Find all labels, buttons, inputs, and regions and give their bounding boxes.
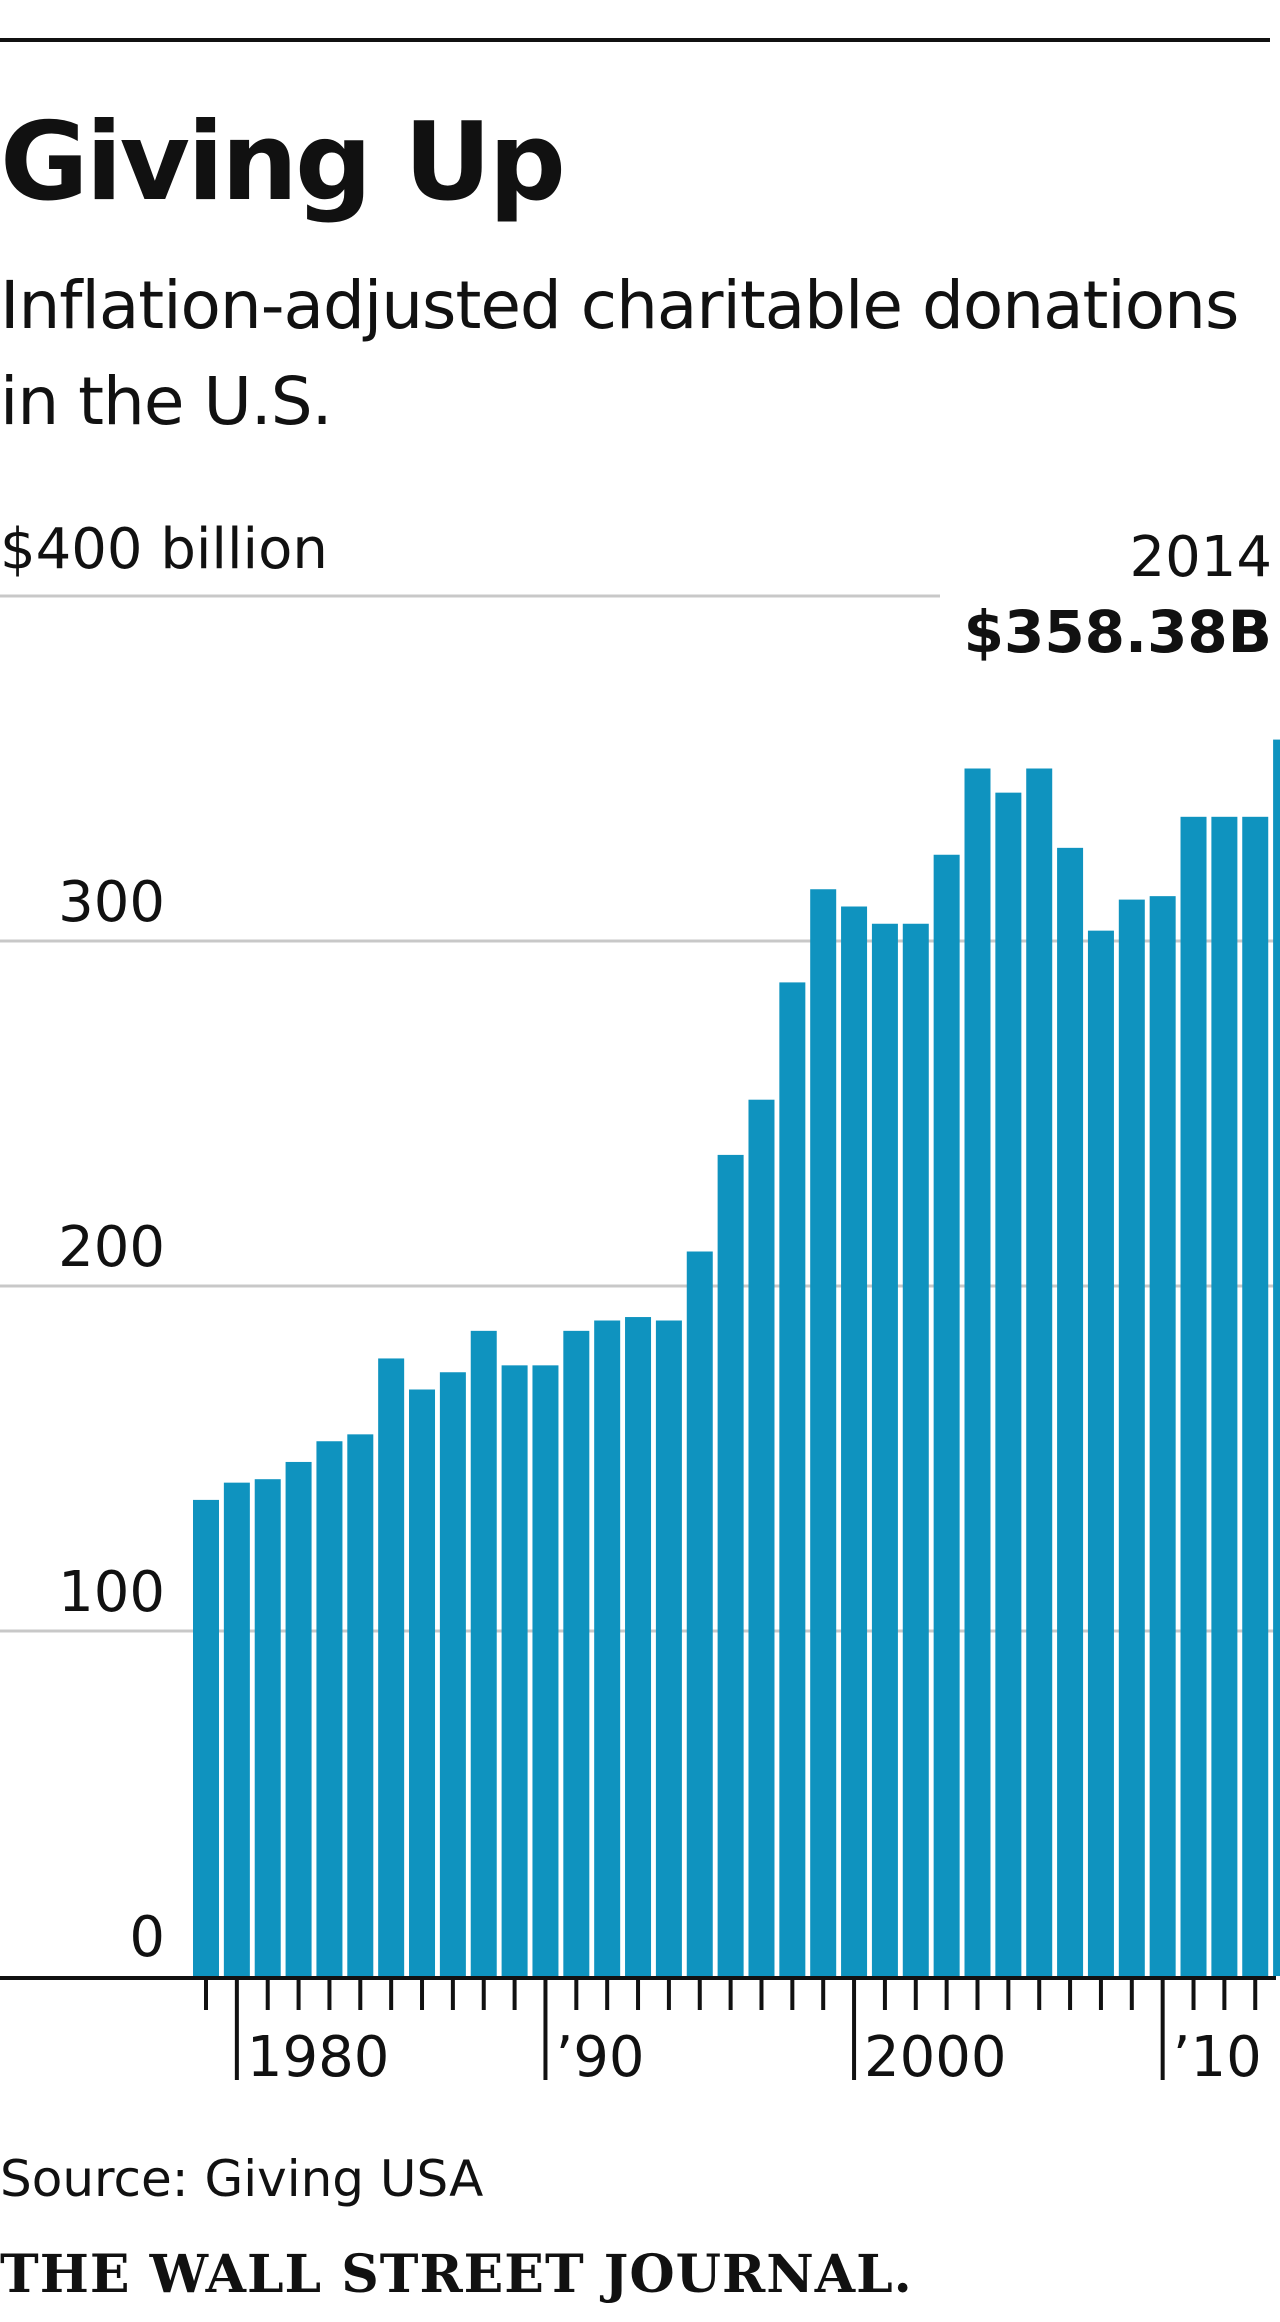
bar-1998 — [779, 982, 806, 1976]
bar-1997 — [748, 1099, 775, 1976]
bar-1994 — [655, 1320, 682, 1976]
y-tick-label-200: 200 — [58, 1215, 165, 1280]
bar-1996 — [717, 1154, 744, 1976]
annotation-value: $358.38B — [964, 598, 1272, 666]
chart-subtitle: Inflation-adjusted charitable donations … — [0, 267, 1239, 440]
y-tick-label-100: 100 — [58, 1560, 165, 1625]
bar-1990 — [532, 1365, 559, 1976]
bar-chart: 0 100 200 300 $400 billion 1980 ’90 2000 ’10 2014… — [0, 517, 1280, 2090]
bar-2009 — [1118, 899, 1145, 1976]
annotation-year: 2014 — [1129, 525, 1272, 590]
bar-1986 — [409, 1389, 436, 1976]
bar-1988 — [470, 1330, 497, 1976]
publisher-logo: THE WALL STREET JOURNAL. — [0, 2244, 913, 2305]
bar-1999 — [810, 889, 837, 1976]
bar-2010 — [1149, 896, 1176, 1976]
bar-1985 — [378, 1358, 405, 1976]
bar-2001 — [871, 923, 898, 1976]
bar-2008 — [1087, 930, 1114, 1976]
bar-1992 — [594, 1320, 621, 1976]
bar-2005 — [995, 792, 1022, 1976]
bar-1984 — [347, 1434, 374, 1976]
x-tick-label-2000: 2000 — [864, 2025, 1007, 2090]
bar-2006 — [1026, 768, 1053, 1976]
bar-2011 — [1180, 816, 1207, 1976]
chart-title: Giving Up — [0, 100, 566, 225]
y-tick-label-400: $400 billion — [0, 517, 328, 582]
y-tick-label-300: 300 — [58, 870, 165, 935]
bar-1979 — [193, 1499, 219, 1976]
bar-2014 — [1273, 739, 1280, 1976]
bar-2003 — [933, 854, 960, 1976]
bar-2002 — [902, 923, 929, 1976]
bar-1989 — [501, 1365, 528, 1976]
bar-1995 — [686, 1251, 713, 1976]
bar-2004 — [964, 768, 991, 1976]
bar-2007 — [1057, 847, 1084, 1976]
x-tick-label-1980: 1980 — [247, 2025, 390, 2090]
bar-1982 — [285, 1461, 312, 1976]
bar-2013 — [1242, 816, 1269, 1976]
bar-1981 — [254, 1479, 281, 1976]
x-tick-label-2010: ’10 — [1173, 2025, 1262, 2090]
bar-1980 — [223, 1482, 250, 1976]
bar-2000 — [841, 906, 868, 1976]
bar-1987 — [439, 1372, 466, 1976]
bar-1993 — [625, 1317, 652, 1976]
bar-1983 — [316, 1441, 343, 1976]
y-tick-label-0: 0 — [129, 1905, 165, 1970]
bar-2012 — [1211, 816, 1238, 1976]
bar-1991 — [563, 1330, 590, 1976]
x-tick-label-1990: ’90 — [555, 2025, 644, 2090]
source-note: Source: Giving USA — [0, 2150, 484, 2208]
top-rule — [0, 38, 1270, 42]
